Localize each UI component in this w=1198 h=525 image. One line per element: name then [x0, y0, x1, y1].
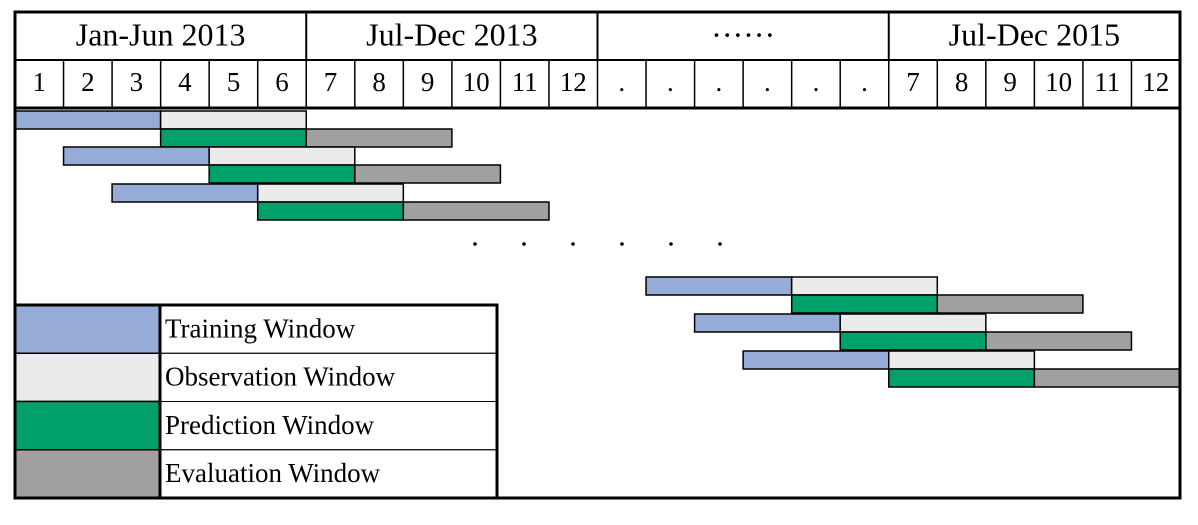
month-label: . [861, 67, 868, 97]
legend-label: Observation Window [165, 362, 396, 392]
legend-swatch [14, 352, 161, 403]
month-label: 9 [421, 67, 435, 97]
prediction-window [790, 294, 939, 314]
month-label: 8 [372, 67, 386, 97]
month-label: 5 [227, 67, 241, 97]
legend-swatch [14, 449, 161, 499]
evaluation-window [936, 294, 1084, 314]
evaluation-window [1033, 368, 1181, 388]
month-label: 10 [1045, 67, 1072, 97]
month-label: 7 [324, 67, 338, 97]
month-label: . [618, 67, 625, 97]
observation-window [888, 350, 1036, 370]
month-label: . [715, 67, 722, 97]
month-label: 2 [81, 67, 95, 97]
month-label: 11 [512, 67, 538, 97]
evaluation-window [402, 201, 550, 221]
prediction-window [159, 128, 307, 148]
evaluation-window [354, 164, 502, 184]
observation-window [159, 110, 307, 130]
observation-window [790, 276, 939, 296]
prediction-window [208, 164, 356, 184]
legend-swatch [14, 304, 161, 354]
legend-label: Prediction Window [165, 410, 375, 440]
legend-swatch [14, 400, 161, 451]
month-label: 7 [906, 67, 920, 97]
month-label: . [813, 67, 820, 97]
period-label: ······ [711, 16, 775, 52]
evaluation-window [985, 331, 1133, 351]
month-label: 3 [130, 67, 144, 97]
observation-window [256, 183, 405, 203]
prediction-window [888, 368, 1036, 388]
month-label: . [764, 67, 771, 97]
month-label: . [667, 67, 674, 97]
prediction-window [256, 201, 405, 221]
month-label: 6 [275, 67, 289, 97]
month-label: 11 [1094, 67, 1120, 97]
month-label: 12 [1142, 67, 1169, 97]
month-label: 1 [33, 67, 47, 97]
month-label: 12 [560, 67, 587, 97]
training-window [111, 183, 259, 203]
training-window [14, 110, 162, 130]
month-label: 4 [178, 67, 192, 97]
training-window [742, 350, 890, 370]
observation-window [839, 313, 987, 333]
training-window [645, 276, 793, 296]
training-window [62, 146, 210, 166]
training-window [693, 313, 841, 333]
ellipsis-dots [473, 242, 722, 246]
period-label: Jul-Dec 2015 [949, 16, 1121, 52]
month-label: 8 [955, 67, 969, 97]
month-label: 10 [463, 67, 490, 97]
legend-label: Training Window [165, 313, 356, 343]
prediction-window [839, 331, 987, 351]
period-label: Jul-Dec 2013 [366, 16, 538, 52]
observation-window [208, 146, 356, 166]
month-label: 9 [1003, 67, 1017, 97]
evaluation-window [305, 128, 453, 148]
legend-label: Evaluation Window [165, 458, 381, 488]
outer-frame [13, 10, 1182, 500]
period-label: Jan-Jun 2013 [76, 16, 246, 52]
